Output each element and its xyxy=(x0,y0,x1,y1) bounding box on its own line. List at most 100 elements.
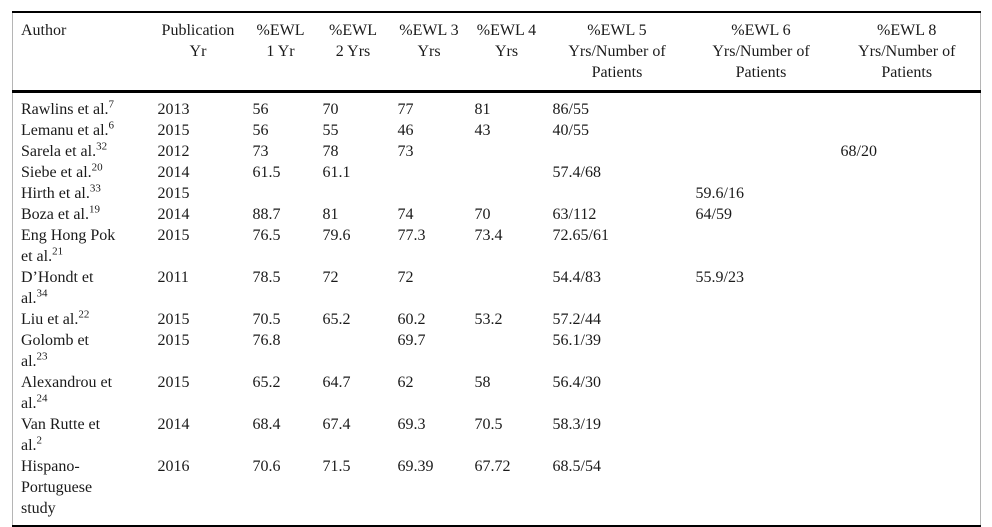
cell-ewl6 xyxy=(689,414,834,456)
author-cell: Alexandrou et al.24 xyxy=(13,372,151,414)
author-cell: Siebe et al.20 xyxy=(13,162,151,183)
author-ref-superscript: 6 xyxy=(108,119,115,132)
cell-pub_yr: 2015 xyxy=(157,227,190,244)
cell-ewl8 xyxy=(834,309,981,330)
cell-ewl8 xyxy=(834,120,981,141)
author-name: Eng Hong Pok et al. xyxy=(21,227,116,265)
cell-ewl4: 81 xyxy=(474,101,491,118)
cell-ewl3: 60.2 xyxy=(397,311,426,328)
table-row: Boza et al.19 2014 88.7 81 74 70 63/112 … xyxy=(13,204,981,225)
cell-pub_yr: 2011 xyxy=(157,269,189,286)
cell-ewl8 xyxy=(834,183,981,204)
col-header-ewl-5yrs-patients: %EWL 5 Yrs/Number of Patients xyxy=(568,22,666,81)
cell-ewl2: 71.5 xyxy=(322,458,351,475)
cell-pub_yr: 2014 xyxy=(157,206,190,223)
cell-pub_yr: 2016 xyxy=(157,458,190,475)
cell-pub_yr: 2015 xyxy=(157,122,190,139)
author-ref-superscript: 19 xyxy=(88,203,100,216)
cell-ewl2 xyxy=(316,330,391,372)
table-row: D’Hondt et al.34 2011 78.5 72 72 54.4/83… xyxy=(13,267,981,309)
cell-ewl1: 56 xyxy=(252,122,269,139)
author-ref-superscript: 20 xyxy=(91,161,103,174)
cell-ewl8 xyxy=(834,372,981,414)
cell-ewl8 xyxy=(834,267,981,309)
cell-ewl3 xyxy=(391,162,468,183)
cell-ewl6 xyxy=(689,92,834,121)
cell-ewl4: 70 xyxy=(474,206,491,223)
cell-ewl4 xyxy=(468,330,546,372)
table-row: Rawlins et al.7 2013 56 70 77 81 86/55 xyxy=(13,92,981,121)
cell-ewl6 xyxy=(689,162,834,183)
cell-ewl8 xyxy=(834,414,981,456)
cell-ewl2: 64.7 xyxy=(322,374,351,391)
author-cell: Van Rutte et al.2 xyxy=(13,414,151,456)
cell-ewl2: 61.1 xyxy=(322,164,351,181)
cell-ewl5: 40/55 xyxy=(552,122,589,139)
col-header-author: Author xyxy=(21,22,67,39)
cell-ewl2: 78 xyxy=(322,143,339,160)
cell-ewl1: 76.5 xyxy=(252,227,281,244)
cell-ewl3: 77.3 xyxy=(397,227,426,244)
table-row: Liu et al.22 2015 70.5 65.2 60.2 53.2 57… xyxy=(13,309,981,330)
cell-ewl6 xyxy=(689,330,834,372)
author-name: Sarela et al. xyxy=(21,143,97,160)
cell-pub_yr: 2015 xyxy=(157,185,190,202)
cell-pub_yr: 2015 xyxy=(157,374,190,391)
cell-ewl6: 55.9/23 xyxy=(695,269,744,286)
cell-ewl5: 57.4/68 xyxy=(552,164,601,181)
author-cell: Eng Hong Pok et al.21 xyxy=(13,225,151,267)
cell-ewl4: 67.72 xyxy=(474,458,511,475)
cell-ewl5: 63/112 xyxy=(552,206,597,223)
cell-ewl3: 69.3 xyxy=(397,416,426,433)
cell-ewl1: 78.5 xyxy=(252,269,281,286)
col-header-publication-yr: Publication Yr xyxy=(161,22,235,60)
cell-ewl6 xyxy=(689,141,834,162)
cell-ewl6 xyxy=(689,456,834,526)
cell-ewl5: 72.65/61 xyxy=(552,227,609,244)
cell-ewl5 xyxy=(546,183,689,204)
cell-ewl2: 55 xyxy=(322,122,339,139)
cell-ewl3: 73 xyxy=(397,143,414,160)
cell-ewl3: 72 xyxy=(397,269,414,286)
author-name: Siebe et al. xyxy=(21,164,92,181)
cell-pub_yr: 2015 xyxy=(157,332,190,349)
author-cell: Sarela et al.32 xyxy=(13,141,151,162)
author-ref-superscript: 23 xyxy=(36,350,48,363)
cell-ewl5: 68.5/54 xyxy=(552,458,601,475)
author-name: Boza et al. xyxy=(21,206,89,223)
cell-ewl6 xyxy=(689,309,834,330)
cell-pub_yr: 2013 xyxy=(157,101,190,118)
cell-ewl2: 81 xyxy=(322,206,339,223)
table-row: Eng Hong Pok et al.21 2015 76.5 79.6 77.… xyxy=(13,225,981,267)
cell-ewl2: 67.4 xyxy=(322,416,351,433)
cell-pub_yr: 2014 xyxy=(157,164,190,181)
cell-ewl6: 64/59 xyxy=(695,206,732,223)
cell-ewl3: 69.7 xyxy=(397,332,426,349)
cell-ewl6 xyxy=(689,225,834,267)
col-header-ewl-4yrs: %EWL 4 Yrs xyxy=(476,22,537,60)
author-ref-superscript: 2 xyxy=(36,434,43,447)
cell-ewl6: 59.6/16 xyxy=(695,185,744,202)
author-ref-superscript: 32 xyxy=(96,140,108,153)
cell-ewl5: 54.4/83 xyxy=(552,269,601,286)
table-row: Hirth et al.33 2015 59.6/16 xyxy=(13,183,981,204)
author-cell: D’Hondt et al.34 xyxy=(13,267,151,309)
author-name: D’Hondt et al. xyxy=(21,269,94,307)
cell-ewl8 xyxy=(834,330,981,372)
cell-pub_yr: 2012 xyxy=(157,143,190,160)
cell-ewl1: 73 xyxy=(252,143,269,160)
cell-ewl2: 72 xyxy=(322,269,339,286)
cell-pub_yr: 2014 xyxy=(157,416,190,433)
author-cell: Boza et al.19 xyxy=(13,204,151,225)
author-name: Hirth et al. xyxy=(21,185,90,202)
cell-pub_yr: 2015 xyxy=(157,311,190,328)
col-header-ewl-8yrs-patients: %EWL 8 Yrs/Number of Patients xyxy=(858,22,956,81)
col-header-ewl-3yrs: %EWL 3 Yrs xyxy=(399,22,459,60)
cell-ewl1: 70.6 xyxy=(252,458,281,475)
table-row: Lemanu et al.6 2015 56 55 46 43 40/55 xyxy=(13,120,981,141)
cell-ewl8 xyxy=(834,225,981,267)
author-ref-superscript: 24 xyxy=(36,392,48,405)
author-name: Liu et al. xyxy=(21,311,79,328)
table-row: Sarela et al.32 2012 73 78 73 68/20 xyxy=(13,141,981,162)
cell-ewl4 xyxy=(468,183,546,204)
